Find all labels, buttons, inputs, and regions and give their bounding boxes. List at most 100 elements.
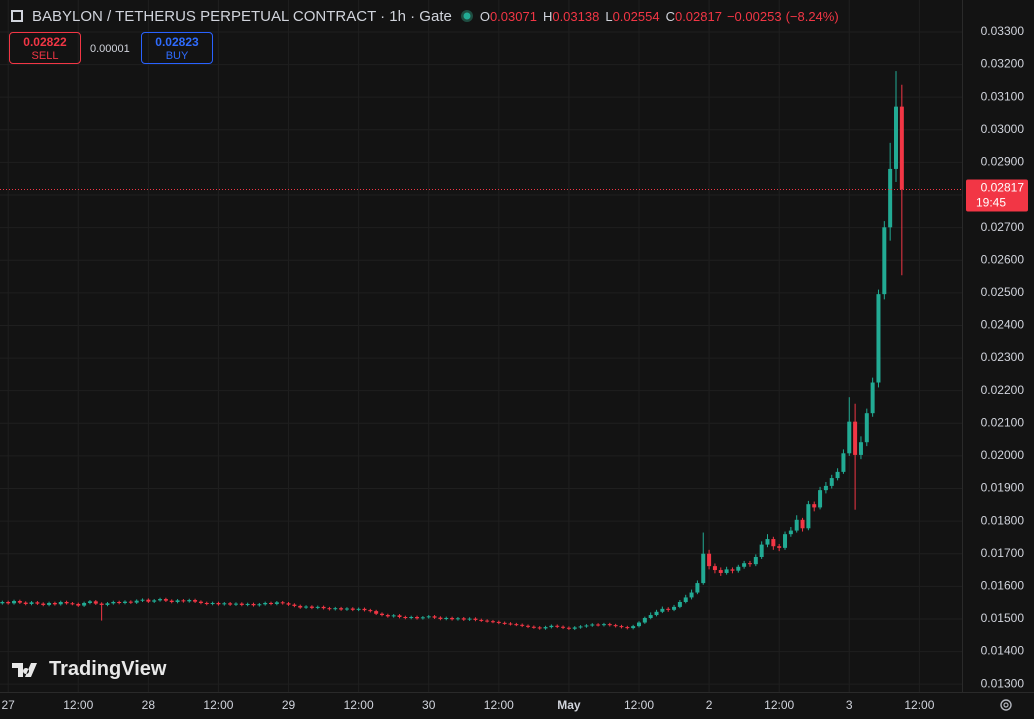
candle-body [216, 602, 221, 605]
candle-body [531, 626, 536, 628]
candle-body [841, 453, 846, 472]
candle-body [701, 553, 706, 584]
x-tick-label: 30 [422, 698, 436, 712]
y-tick-label: 0.02200 [981, 383, 1025, 397]
candle-body [823, 485, 828, 491]
y-tick-label: 0.03200 [981, 57, 1025, 71]
ohlc-letter: L [605, 8, 613, 24]
candle-body [117, 601, 122, 603]
candle-body [315, 606, 320, 608]
candle-body [496, 621, 501, 623]
candle-body [596, 624, 601, 626]
candle-body [263, 602, 268, 605]
y-tick-label: 0.02700 [981, 220, 1025, 234]
candle-body [490, 621, 495, 623]
y-tick-label: 0.02100 [981, 415, 1025, 429]
candle-body [771, 539, 776, 547]
buy-button[interactable]: 0.02823 BUY [141, 32, 213, 64]
x-tick-label: 12:00 [624, 698, 654, 712]
candle-body [467, 618, 472, 620]
ohlc-letter: C [665, 8, 675, 24]
candle-body [777, 546, 782, 548]
settings-icon[interactable] [1000, 699, 1012, 711]
brand-logo [12, 662, 37, 677]
candle-body [654, 611, 659, 616]
candle-body [753, 556, 758, 565]
candle-body [818, 490, 823, 508]
candle-body [543, 627, 548, 629]
candle-body [461, 618, 466, 620]
candle-body [479, 619, 484, 621]
candle-body [87, 601, 92, 603]
candle-body [333, 608, 338, 610]
candle-body [64, 601, 69, 604]
candle-body [718, 570, 723, 573]
change: −0.00253 [726, 8, 782, 24]
candle-body [193, 600, 198, 602]
candle-body [666, 608, 671, 610]
candle-body [175, 600, 180, 602]
candle-body [327, 608, 332, 610]
candle-body [233, 603, 238, 605]
y-tick-label: 0.01600 [981, 579, 1025, 593]
x-tick-label: 12:00 [63, 698, 93, 712]
candle-body [432, 616, 437, 618]
candle-body [765, 539, 770, 545]
candle-body [566, 627, 571, 629]
candle-body [222, 603, 227, 605]
candle-body [245, 603, 250, 605]
x-tick-label: 12:00 [344, 698, 374, 712]
candle-body [0, 601, 5, 604]
candle-body [6, 601, 11, 604]
candle-body [520, 624, 525, 626]
candle-body [420, 617, 425, 619]
x-tick-label: May [557, 698, 581, 712]
candle-body [712, 566, 717, 571]
candle-body [304, 606, 309, 608]
candle-body [339, 608, 344, 610]
candle-body [742, 563, 747, 567]
candle-body [52, 602, 57, 605]
candle-body [549, 625, 554, 628]
candle-body [502, 622, 507, 624]
candle-body [257, 604, 262, 606]
sell-button[interactable]: 0.02822 SELL [9, 32, 81, 64]
x-tick-label: 28 [142, 698, 156, 712]
candle-body [858, 442, 863, 455]
candle-body [198, 601, 203, 603]
y-tick-label: 0.01900 [981, 481, 1025, 495]
candle-body [876, 294, 881, 383]
buy-price: 0.02823 [155, 35, 199, 49]
candle-body [444, 617, 449, 619]
x-tick-label: 12:00 [484, 698, 514, 712]
candle-body [140, 599, 145, 601]
candle-body [105, 603, 110, 605]
candle-body [537, 627, 542, 629]
y-tick-label: 0.02000 [981, 448, 1025, 462]
candle-body [613, 625, 618, 627]
candle-body [829, 478, 834, 486]
ohlc-value: 0.03071 [489, 8, 537, 24]
candle-body [35, 602, 40, 604]
x-tick-label: 12:00 [764, 698, 794, 712]
candle-body [514, 624, 519, 626]
x-tick-label: 12:00 [203, 698, 233, 712]
ohlc-value: 0.02554 [612, 8, 660, 24]
candle-body [450, 617, 455, 620]
candle-body [93, 601, 98, 604]
ohlc-value: 0.02817 [674, 8, 722, 24]
candle-body [309, 606, 314, 608]
candle-body [204, 602, 209, 604]
candle-body [356, 608, 361, 610]
y-tick-label: 0.01500 [981, 611, 1025, 625]
candle-body [426, 616, 431, 618]
candle-body [409, 616, 414, 618]
candle-body [695, 583, 700, 593]
candle-body [747, 563, 752, 565]
candle-body [526, 625, 531, 627]
candle-body [251, 603, 256, 606]
candle-body [158, 599, 163, 601]
y-tick-label: 0.01800 [981, 513, 1025, 527]
candle-body [730, 569, 735, 571]
